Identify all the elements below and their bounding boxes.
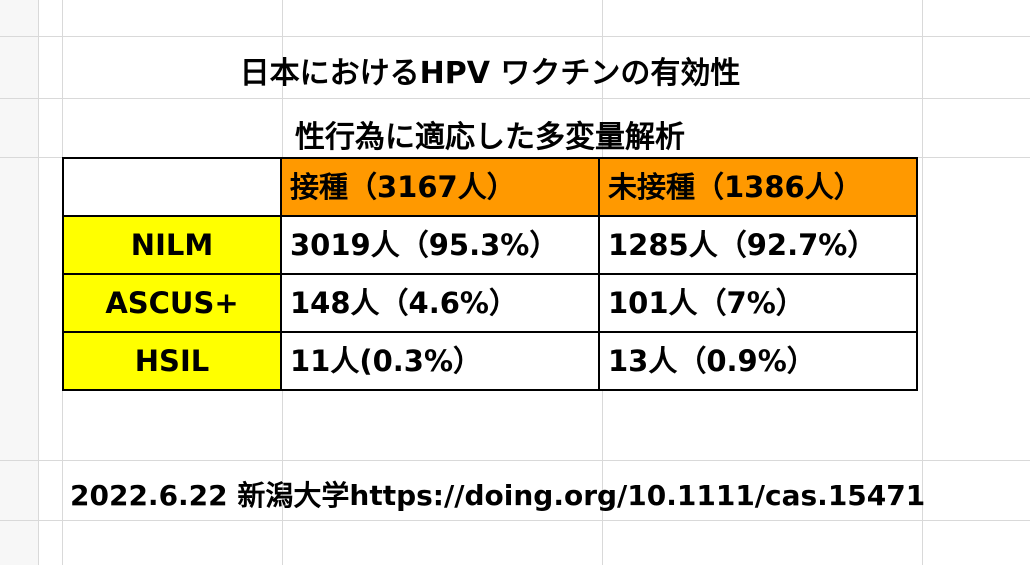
row-label-nilm: NILM xyxy=(62,215,282,275)
table-row: NILM 3019人（95.3%） 1285人（92.7%） xyxy=(62,215,918,275)
chart-title: 日本におけるHPV ワクチンの有効性 xyxy=(239,56,741,91)
cell-hsil-unvaccinated: 13人（0.9%） xyxy=(598,331,918,391)
cell-hsil-vaccinated: 11人(0.3%） xyxy=(280,331,600,391)
results-table: 接種（3167人） 未接種（1386人） NILM 3019人（95.3%） 1… xyxy=(62,157,918,391)
grid-row-line xyxy=(0,520,1030,521)
spreadsheet-row-header xyxy=(0,0,39,565)
table-header-row: 接種（3167人） 未接種（1386人） xyxy=(62,157,918,217)
table-row: ASCUS+ 148人（4.6%） 101人（7%） xyxy=(62,273,918,333)
header-unvaccinated: 未接種（1386人） xyxy=(598,157,918,217)
grid-column-line xyxy=(922,0,923,565)
chart-subtitle: 性行為に適応した多変量解析 xyxy=(295,120,685,155)
table-row: HSIL 11人(0.3%） 13人（0.9%） xyxy=(62,331,918,391)
cell-ascus-unvaccinated: 101人（7%） xyxy=(598,273,918,333)
grid-row-line xyxy=(0,98,1030,99)
grid-column-line xyxy=(38,0,39,565)
grid-row-line xyxy=(0,36,1030,37)
cell-nilm-unvaccinated: 1285人（92.7%） xyxy=(598,215,918,275)
grid-row-line xyxy=(0,460,1030,461)
cell-ascus-vaccinated: 148人（4.6%） xyxy=(280,273,600,333)
row-label-ascus: ASCUS+ xyxy=(62,273,282,333)
row-label-hsil: HSIL xyxy=(62,331,282,391)
cell-nilm-vaccinated: 3019人（95.3%） xyxy=(280,215,600,275)
header-vaccinated: 接種（3167人） xyxy=(280,157,600,217)
header-corner-cell xyxy=(62,157,282,217)
source-citation: 2022.6.22 新潟大学https://doing.org/10.1111/… xyxy=(70,479,926,512)
